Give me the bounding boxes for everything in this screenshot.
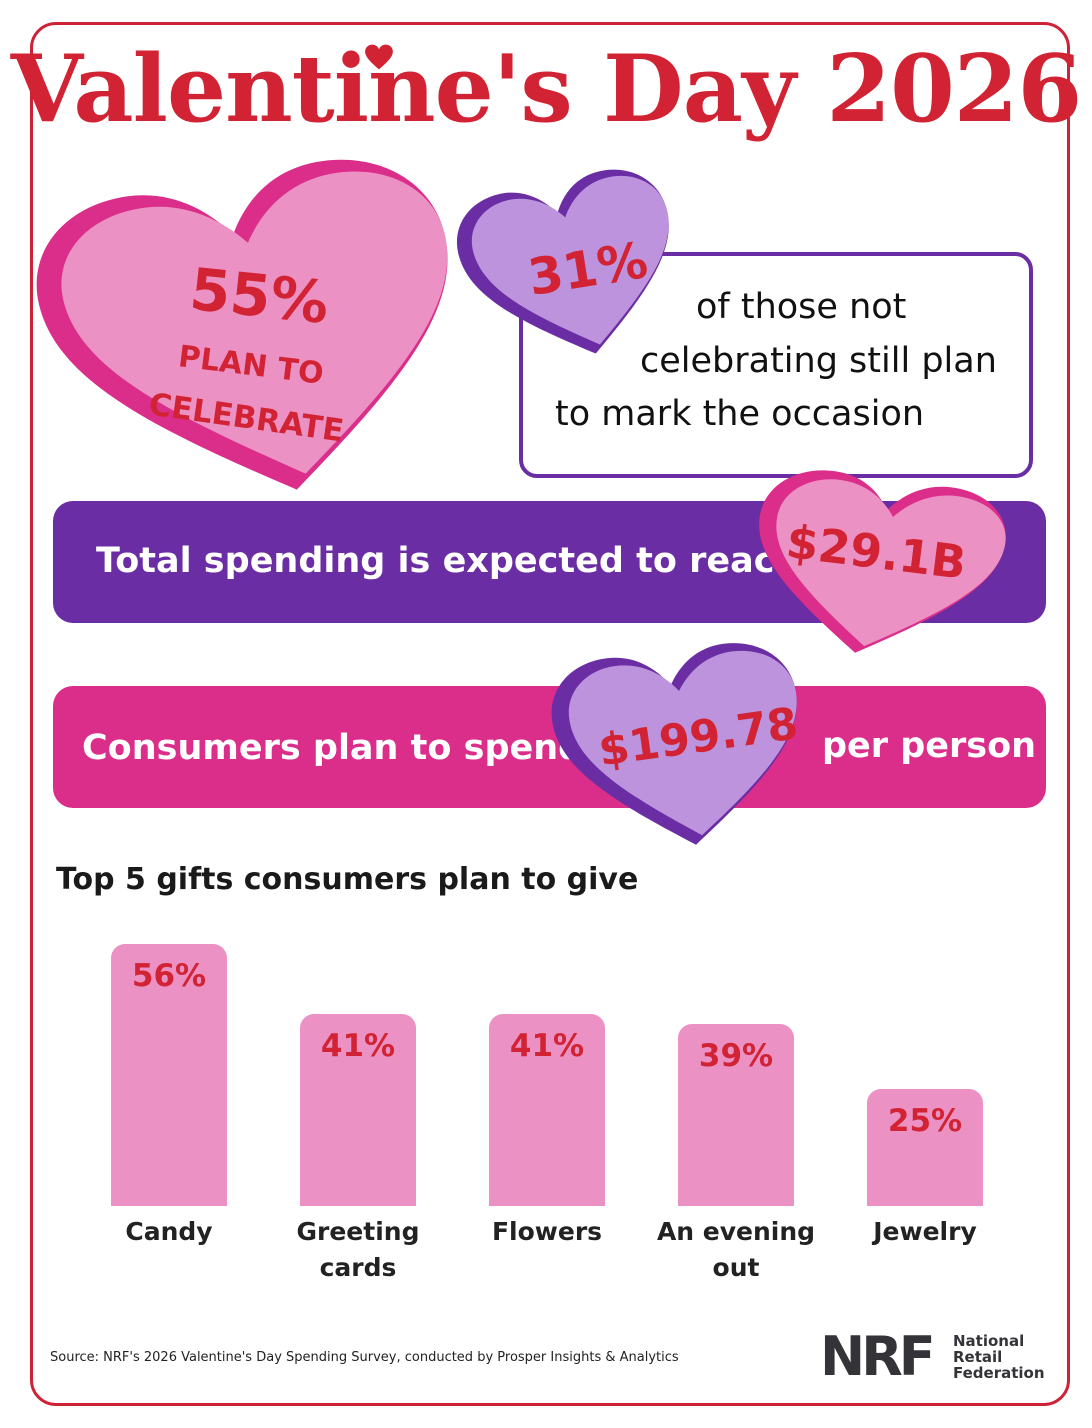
title-heart-icon [364,44,394,70]
not-celebrating-line3: to mark the occasion [555,394,925,434]
not-celebrating-line1: of those not [696,287,907,327]
nrf-logo-line3: Federation [953,1364,1045,1382]
bar-value-label: 41% [320,1028,396,1065]
bar-0 [111,944,227,1206]
bar-1 [300,1014,416,1206]
per-person-label: Consumers plan to spend [82,728,584,768]
nrf-logo: NRF [820,1325,936,1388]
total-spending-label: Total spending is expected to reach [96,541,800,581]
total-spending-heart-icon [750,470,1006,658]
celebrate-heart-icon [36,159,466,500]
page-title: Valentine's Day 2026 [10,34,1082,143]
bar-3 [678,1023,794,1206]
not-celebrating-line2: celebrating still plan [640,341,997,381]
bar-value-label: 25% [887,1103,963,1140]
bar-2 [489,1014,605,1206]
per-person-heart-icon [551,643,804,850]
bar-category-label: Jewelry [873,1217,977,1246]
celebrate-percent: 55% [186,254,333,338]
bar-4 [867,1089,983,1206]
nrf-logo-line2: Retail [953,1348,1003,1366]
bar-value-label: 56% [131,958,207,994]
bar-category-label: Candy [125,1217,213,1246]
chart-title: Top 5 gifts consumers plan to give [56,862,639,897]
not-celebrating-heart-icon [457,169,680,360]
per-person-suffix: per person [822,726,1037,766]
nrf-logo-line1: National [953,1332,1025,1350]
bar-category-label: An evening out [656,1217,816,1282]
bar-category-label: Flowers [491,1217,603,1246]
page-frame [30,22,1070,1406]
bar-value-label: 41% [509,1028,585,1065]
bar-category-label: Greeting cards [296,1217,420,1282]
bar-value-label: 39% [698,1037,774,1074]
not-celebrating-box [519,252,1033,478]
source-note: Source: NRF's 2026 Valentine's Day Spend… [50,1350,679,1365]
nrf-logo-name: National Retail Federation [953,1333,1063,1381]
per-person-banner [53,686,1046,808]
